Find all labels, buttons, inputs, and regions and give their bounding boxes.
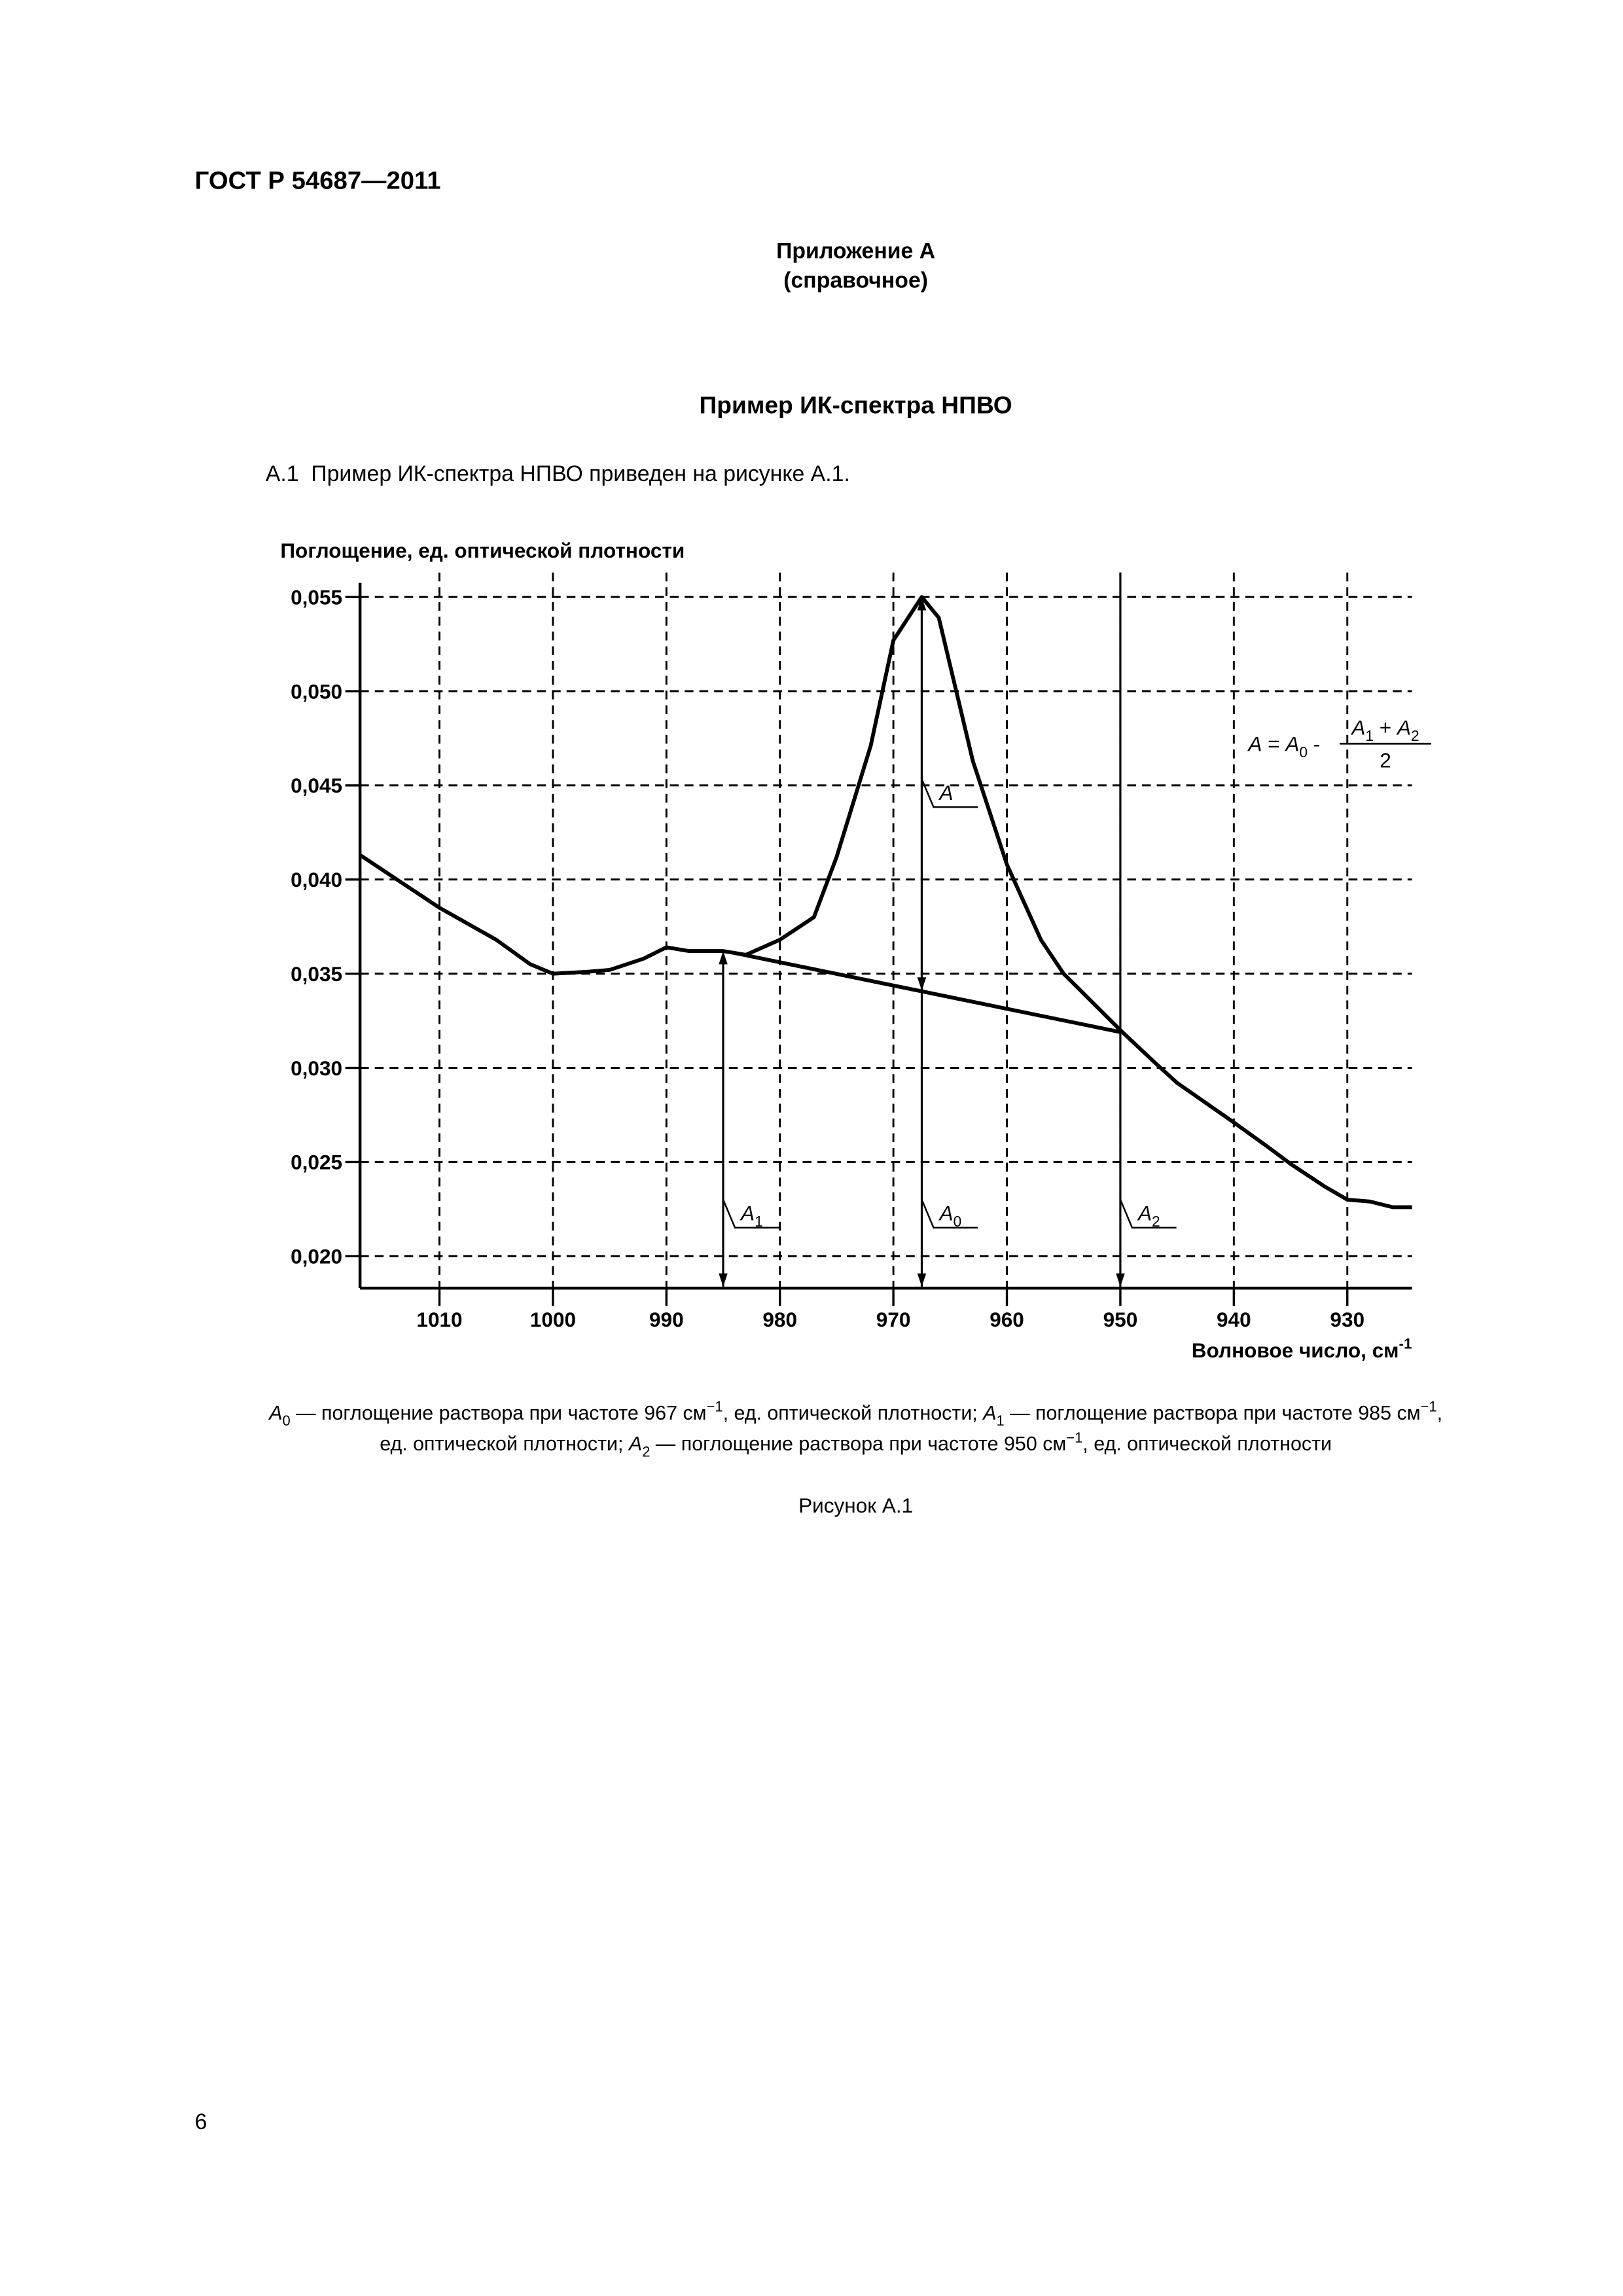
figure-note-line: A0 — поглощение раствора при частоте 967… <box>268 1399 1442 1429</box>
arrow-head <box>917 977 927 991</box>
x-axis-label-text: Волновое число, см <box>1192 1338 1399 1362</box>
text-segment: A <box>1350 716 1365 740</box>
text-segment: — поглощение раствора при частоте 967 см <box>291 1402 707 1424</box>
text-segment: , <box>1437 1402 1442 1424</box>
text-segment: A <box>1396 716 1411 740</box>
x-axis-label: Волновое число, см-1 <box>1192 1336 1412 1363</box>
text-segment: −1 <box>707 1399 723 1415</box>
formula-denominator: 2 <box>1380 748 1391 772</box>
text-segment: −1 <box>1421 1399 1437 1415</box>
text-segment: A <box>1247 732 1262 756</box>
appendix-subtitle: (справочное) <box>783 268 928 293</box>
text-segment: — поглощение раствора при частоте 950 см <box>650 1433 1066 1455</box>
text-segment: A <box>740 1201 755 1225</box>
page-number: 6 <box>195 2109 207 2134</box>
figure-label: Рисунок А.1 <box>798 1494 913 1517</box>
text-segment: = <box>1262 732 1285 756</box>
y-tick-label: 0,050 <box>291 679 342 703</box>
text-segment: + <box>1374 716 1397 740</box>
chart: 0,020 0,025 0,030 0,035 0,040 0,045 0,050 0,055… <box>291 572 1431 1331</box>
marker-label: A2 <box>1137 1201 1160 1229</box>
section-title: Пример ИК-спектра НПВО <box>700 391 1012 418</box>
y-tick-label: 0,025 <box>291 1151 342 1174</box>
x-axis-label-power: -1 <box>1399 1336 1412 1352</box>
x-tick-label: 940 <box>1217 1308 1251 1331</box>
arrow-head <box>917 1273 927 1287</box>
y-tick-label: 0,040 <box>291 868 342 891</box>
x-tick-label: 960 <box>990 1308 1024 1331</box>
text-segment: — поглощение раствора при частоте 985 см <box>1005 1402 1421 1424</box>
paragraph: А.1 Пример ИК-спектра НПВО приведен на р… <box>266 461 850 486</box>
figure-note-line: ед. оптической плотности; A2 — поглощени… <box>380 1429 1332 1460</box>
header-code: ГОСТ Р 54687—2011 <box>195 167 441 195</box>
x-tick-label: 930 <box>1330 1308 1364 1331</box>
x-tick-label: 950 <box>1103 1308 1138 1331</box>
arrow-head <box>1116 1273 1125 1287</box>
y-axis-label: Поглощение, ед. оптической плотности <box>280 539 685 562</box>
text-segment: , ед. оптической плотности; <box>723 1402 984 1424</box>
label-leader <box>1119 1199 1177 1229</box>
marker-label: A1 <box>740 1201 763 1229</box>
text-segment: 0 <box>1299 744 1308 761</box>
x-tick-label: 1000 <box>530 1308 576 1331</box>
text-segment: A <box>938 781 954 804</box>
formula-left: A = A0 - <box>1247 732 1320 761</box>
text-segment: A <box>268 1402 282 1424</box>
label-leader <box>921 778 978 808</box>
data-line <box>734 951 1121 1034</box>
y-tick-label: 0,035 <box>291 962 342 986</box>
text-segment: A <box>628 1433 642 1455</box>
text-segment: A <box>1137 1201 1152 1225</box>
text-segment: −1 <box>1066 1429 1082 1446</box>
data-line <box>359 595 1412 1210</box>
y-tick-label: 0,020 <box>291 1245 342 1268</box>
label-leader <box>722 1199 779 1229</box>
appendix-title: Приложение А <box>776 239 935 264</box>
x-tick-label: 980 <box>762 1308 797 1331</box>
y-tick-label: 0,030 <box>291 1056 342 1080</box>
text-segment: 0 <box>954 1213 962 1230</box>
x-tick-label: 970 <box>876 1308 911 1331</box>
y-tick-label: 0,055 <box>291 585 342 609</box>
text-segment: ед. оптической плотности; <box>380 1433 629 1455</box>
marker-label: A <box>938 781 954 804</box>
x-tick-label: 990 <box>649 1308 684 1331</box>
y-tick-label: 0,045 <box>291 774 342 797</box>
text-segment: 1 <box>1365 727 1374 744</box>
text-segment: 1 <box>755 1213 763 1230</box>
text-segment: 0 <box>283 1412 291 1429</box>
text-segment: A <box>982 1402 996 1424</box>
text-segment: 2 <box>1411 727 1419 744</box>
label-leader <box>921 1199 978 1229</box>
text-segment: 2 <box>1152 1213 1160 1230</box>
text-segment: 1 <box>997 1412 1005 1429</box>
text-segment: , ед. оптической плотности <box>1082 1433 1332 1455</box>
arrow-head <box>719 951 728 965</box>
text-segment: 2 <box>642 1443 650 1460</box>
text-segment: A <box>938 1201 954 1225</box>
arrow-head <box>719 1273 728 1287</box>
x-tick-label: 1010 <box>416 1308 462 1331</box>
text-segment: - <box>1308 732 1320 756</box>
formula-numerator: A1 + A2 <box>1350 716 1419 744</box>
marker-label: A0 <box>938 1201 962 1229</box>
text-segment: A <box>1284 732 1299 756</box>
